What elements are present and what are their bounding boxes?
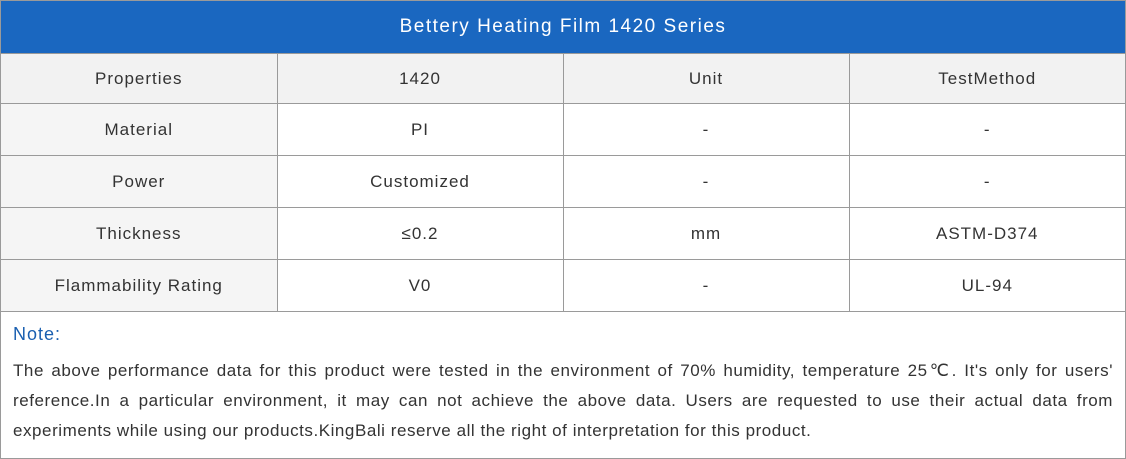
table-cell: ≤0.2 <box>276 207 564 260</box>
table-cell: Customized <box>276 155 564 208</box>
table-cell: - <box>562 259 850 312</box>
table-cell: - <box>562 103 850 156</box>
table-cell: - <box>848 103 1125 156</box>
table-body: Properties 1420 Unit TestMethod Material PI - -… <box>1 53 1125 312</box>
note-label: Note: <box>13 324 62 344</box>
column-header: TestMethod <box>848 53 1125 104</box>
table-cell: Flammability Rating <box>1 259 278 312</box>
table-row: Material PI - - <box>1 103 1125 156</box>
table-cell: UL-94 <box>848 259 1125 312</box>
table-row: Flammability Rating V0- UL-94 <box>1 259 1125 312</box>
column-header: Unit <box>562 53 850 104</box>
table-row: Thickness ≤0.2 mm ASTM-D374 <box>1 207 1125 260</box>
table-cell: - <box>848 155 1125 208</box>
table-cell: ASTM-D374 <box>848 207 1125 260</box>
title-bar: Bettery Heating Film 1420 Series <box>1 1 1125 53</box>
table-cell: Material <box>1 103 278 156</box>
table-cell: Power <box>1 155 278 208</box>
column-header: Properties <box>1 53 278 104</box>
note-text: The above performance data for this prod… <box>13 361 1113 440</box>
table-cell: - <box>562 155 850 208</box>
column-header: 1420 <box>276 53 564 104</box>
table-cell: V0 <box>276 259 564 312</box>
spec-table: Properties 1420 Unit TestMethod Material PI - -… <box>1 53 1125 312</box>
table-cell: PI <box>276 103 564 156</box>
header-row: Properties 1420 Unit TestMethod <box>1 53 1125 104</box>
note: Note: The above performance data for thi… <box>1 312 1125 446</box>
table-row: Power Customized - - <box>1 155 1125 208</box>
table-cell: mm <box>562 207 850 260</box>
table-cell: Thickness <box>1 207 278 260</box>
